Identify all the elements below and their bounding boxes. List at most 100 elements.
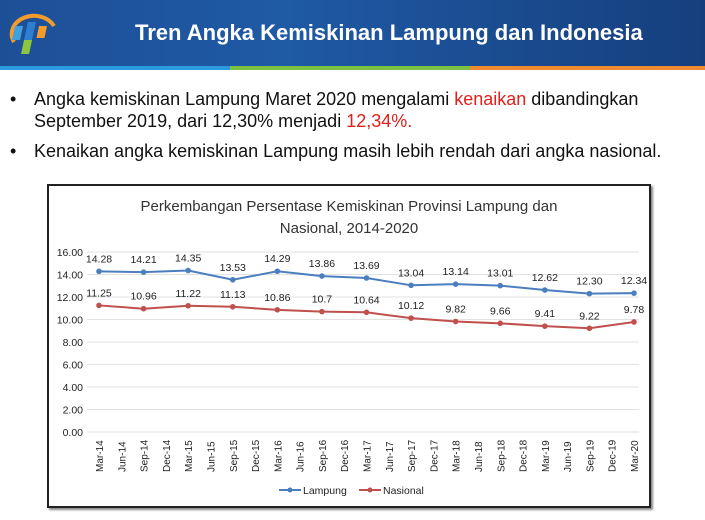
legend-marker-lampung	[287, 487, 293, 493]
y-tick-label: 6.00	[63, 360, 84, 372]
data-label: 10.64	[353, 294, 379, 306]
data-point-lampung	[185, 267, 191, 274]
slide-title: Tren Angka Kemiskinan Lampung dan Indone…	[135, 20, 643, 45]
data-point-nasional	[274, 307, 281, 313]
data-point-lampung	[452, 281, 459, 287]
highlight-text: kenaikan	[454, 89, 527, 109]
chart-plot: 0.00 2.00 4.00 6.00 8.00 10.00 12.00 14.00 16.00…	[57, 247, 648, 497]
x-tick-label: Mar-20	[630, 440, 641, 472]
legend-label: Lampung	[303, 485, 347, 497]
y-tick-label: 0.00	[63, 427, 84, 439]
data-point-nasional	[96, 302, 102, 309]
data-label: 10.96	[130, 291, 156, 303]
legend-marker-nasional	[367, 487, 373, 493]
x-tick-label: Jun-19	[563, 441, 574, 472]
data-label: 14.21	[130, 254, 156, 266]
data-label: 13.86	[309, 258, 335, 270]
x-tick-label: Dec-15	[251, 439, 262, 472]
data-point-lampung	[542, 287, 548, 293]
x-tick-label: Dec-18	[519, 439, 530, 472]
bullet-item: • Angka kemiskinan Lampung Maret 2020 men…	[10, 88, 700, 132]
data-point-nasional	[408, 315, 414, 321]
data-point-nasional	[319, 308, 325, 315]
data-label: 10.7	[312, 294, 333, 306]
y-tick-label: 4.00	[63, 382, 84, 394]
chart-container: Perkembangan Persentase Kemiskinan Provi…	[47, 184, 651, 508]
bullet-dot: •	[10, 141, 17, 161]
data-point-lampung	[497, 282, 504, 289]
data-point-lampung	[319, 273, 325, 279]
bullet-text: Angka kemiskinan Lampung Maret 2020 meng…	[34, 89, 455, 109]
stripe-blue	[0, 66, 230, 70]
data-label: 12.62	[532, 272, 558, 284]
data-point-nasional	[542, 323, 548, 329]
data-label: 12.34	[621, 275, 647, 287]
x-tick-label: Dec-14	[162, 439, 173, 472]
data-label: 13.69	[353, 260, 379, 272]
data-point-lampung	[408, 282, 414, 289]
x-tick-label: Mar-17	[363, 440, 374, 472]
chart-title-line2: Nasional, 2014-2020	[279, 220, 419, 237]
x-tick-label: Sep-14	[140, 439, 151, 472]
y-tick-label: 8.00	[63, 337, 84, 349]
y-tick-label: 14.00	[57, 270, 83, 282]
data-point-nasional	[363, 309, 370, 316]
x-tick-label: Dec-16	[340, 439, 351, 472]
data-point-nasional	[140, 305, 147, 312]
data-label: 9.41	[535, 308, 556, 320]
data-label: 13.04	[398, 267, 424, 279]
x-tick-label: Jun-15	[206, 441, 217, 472]
y-tick-label: 16.00	[57, 247, 83, 259]
x-tick-label: Jun-18	[474, 441, 485, 472]
bullet-text: dibandingkan September 2019, dari 12,30%…	[34, 89, 639, 131]
bullet-text: Kenaikan angka kemiskinan Lampung masih …	[34, 141, 662, 161]
slide-header: Tren Angka Kemiskinan Lampung dan Indone…	[0, 0, 705, 66]
data-point-lampung	[631, 290, 637, 296]
x-tick-label: Dec-17	[429, 439, 440, 472]
bullet-dot: •	[10, 89, 17, 109]
data-point-nasional	[586, 325, 593, 332]
data-label: 13.01	[487, 268, 513, 280]
chart-title-line1: Perkembangan Persentase Kemiskinan Provi…	[140, 198, 558, 215]
data-point-nasional	[631, 319, 637, 325]
data-point-lampung	[363, 275, 370, 281]
data-label: 13.14	[443, 266, 469, 278]
x-tick-label: Sep-15	[229, 439, 240, 472]
data-label: 9.78	[624, 304, 645, 316]
data-label: 14.35	[175, 253, 201, 265]
x-tick-label: Jun-16	[296, 441, 307, 472]
x-tick-label: Mar-15	[184, 440, 195, 472]
x-tick-label: Mar-14	[95, 440, 106, 472]
bullet-item: • Kenaikan angka kemiskinan Lampung masih…	[10, 140, 700, 162]
data-label: 12.30	[576, 276, 602, 288]
data-point-lampung	[586, 290, 593, 297]
highlight-text: 12,34%.	[346, 111, 413, 131]
x-tick-label: Sep-18	[496, 439, 507, 472]
legend-label: Nasional	[383, 485, 424, 497]
data-label: 10.12	[398, 300, 424, 312]
data-label: 9.22	[579, 310, 600, 322]
x-tick-label: Jun-14	[117, 441, 128, 472]
x-tick-label: Mar-19	[541, 440, 552, 472]
data-label: 13.53	[220, 262, 246, 274]
data-label: 10.86	[264, 292, 290, 304]
data-point-lampung	[274, 268, 281, 275]
bps-logo-icon	[9, 13, 56, 54]
data-point-nasional	[497, 320, 504, 327]
data-point-lampung	[96, 268, 102, 275]
y-tick-label: 12.00	[57, 292, 83, 304]
data-label: 11.22	[175, 288, 201, 300]
data-label: 11.25	[86, 287, 112, 299]
x-tick-label: Sep-16	[318, 439, 329, 472]
data-label: 14.28	[86, 253, 112, 265]
y-tick-label: 2.00	[63, 405, 84, 417]
x-tick-label: Mar-16	[273, 440, 284, 472]
data-point-lampung	[140, 269, 147, 275]
data-point-nasional	[185, 302, 191, 309]
x-tick-label: Jun-17	[385, 441, 396, 472]
bullet-list: • Angka kemiskinan Lampung Maret 2020 men…	[10, 88, 700, 170]
x-tick-label: Sep-17	[407, 439, 418, 472]
y-tick-label: 10.00	[57, 315, 83, 327]
data-point-lampung	[229, 276, 236, 283]
chart-title: Perkembangan Persentase Kemiskinan Provi…	[49, 196, 649, 240]
